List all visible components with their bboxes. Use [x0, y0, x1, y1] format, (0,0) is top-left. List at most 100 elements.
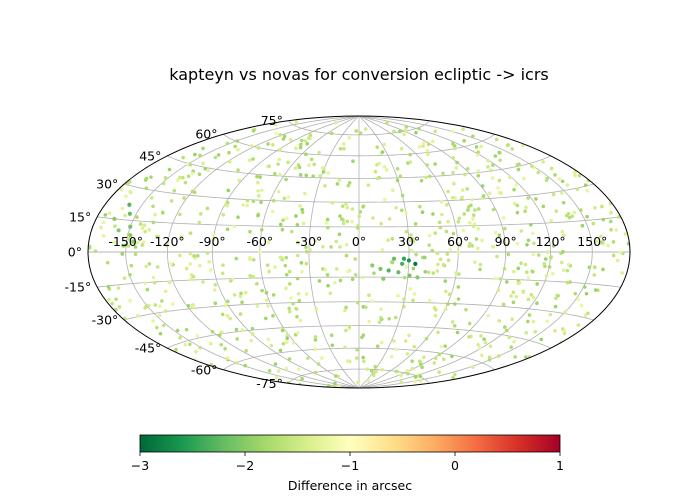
data-point: [562, 331, 567, 336]
data-point: [435, 269, 440, 273]
data-point: [161, 181, 166, 186]
data-point: [160, 210, 165, 215]
data-point: [225, 203, 230, 208]
data-point: [133, 252, 138, 257]
data-point: [488, 344, 493, 349]
data-point: [330, 201, 335, 205]
data-point: [236, 168, 240, 172]
data-point: [153, 212, 157, 217]
data-point: [417, 145, 422, 149]
parallel-line-3: [124, 183, 594, 203]
data-point: [585, 214, 589, 219]
data-point: [205, 206, 210, 211]
data-point: [600, 240, 604, 244]
data-point: [399, 373, 403, 378]
data-point: [125, 182, 130, 186]
data-point: [135, 240, 140, 245]
data-point: [531, 252, 536, 257]
data-point: [334, 267, 339, 271]
data-point: [126, 244, 131, 248]
data-point: [153, 303, 158, 307]
colorbar-tick-label: −2: [236, 458, 254, 473]
data-point: [342, 142, 346, 146]
data-point: [271, 314, 275, 318]
data-point: [608, 219, 613, 224]
data-point: [103, 213, 108, 217]
data-point: [88, 246, 92, 250]
data-point: [265, 263, 270, 267]
data-point: [443, 344, 447, 348]
data-point: [454, 166, 459, 170]
data-point: [446, 189, 450, 194]
highlighted-point-5: [386, 268, 391, 273]
data-point: [375, 145, 379, 149]
data-point: [475, 153, 480, 158]
data-point: [461, 228, 466, 233]
data-point: [439, 344, 444, 349]
data-point: [587, 265, 592, 270]
data-point: [287, 282, 292, 286]
data-point: [321, 170, 326, 174]
data-point: [586, 311, 590, 316]
data-point: [531, 231, 535, 236]
data-point: [371, 216, 375, 220]
data-points: [88, 120, 630, 388]
data-point: [394, 347, 399, 352]
data-point: [526, 238, 531, 243]
data-point: [419, 178, 424, 183]
data-point: [271, 293, 276, 297]
data-point: [394, 205, 398, 210]
lat-tick-label: -60°: [191, 362, 218, 377]
data-point: [465, 166, 470, 171]
data-point: [476, 207, 481, 211]
data-point: [256, 146, 261, 150]
data-point: [379, 315, 383, 320]
data-point: [195, 334, 200, 338]
data-point: [361, 355, 365, 360]
data-point: [326, 225, 330, 230]
data-point: [285, 333, 289, 338]
data-point: [396, 293, 400, 298]
data-point: [512, 187, 516, 192]
data-point: [267, 269, 271, 274]
data-point: [526, 297, 531, 302]
data-point: [311, 174, 315, 179]
data-point: [473, 260, 477, 265]
data-point: [126, 237, 131, 241]
lon-tick-label: -150°: [108, 234, 143, 249]
data-point: [486, 313, 491, 318]
data-point: [377, 161, 381, 166]
data-point: [548, 312, 553, 317]
data-point: [562, 328, 567, 333]
data-point: [316, 362, 321, 366]
data-point: [472, 222, 477, 226]
data-point: [418, 359, 422, 364]
data-point: [431, 212, 435, 216]
data-point: [565, 280, 570, 285]
data-point: [122, 276, 127, 281]
data-point: [163, 176, 168, 180]
data-point: [264, 316, 268, 321]
data-point: [184, 327, 189, 332]
data-point: [101, 220, 106, 225]
data-point: [278, 133, 283, 137]
data-point: [361, 204, 365, 209]
data-point: [255, 304, 260, 309]
data-point: [451, 129, 455, 134]
data-point: [447, 292, 452, 297]
data-point: [117, 305, 122, 309]
highlighted-point-15: [128, 233, 133, 238]
data-point: [251, 199, 256, 203]
data-point: [426, 270, 431, 275]
data-point: [373, 169, 378, 174]
data-point: [478, 262, 483, 267]
data-point: [227, 150, 231, 155]
data-point: [240, 328, 245, 332]
data-point: [114, 297, 118, 301]
data-point: [380, 150, 385, 154]
data-point: [313, 370, 318, 375]
data-point: [234, 327, 239, 332]
data-point: [149, 195, 154, 200]
data-point: [515, 210, 520, 215]
data-point: [582, 285, 587, 289]
